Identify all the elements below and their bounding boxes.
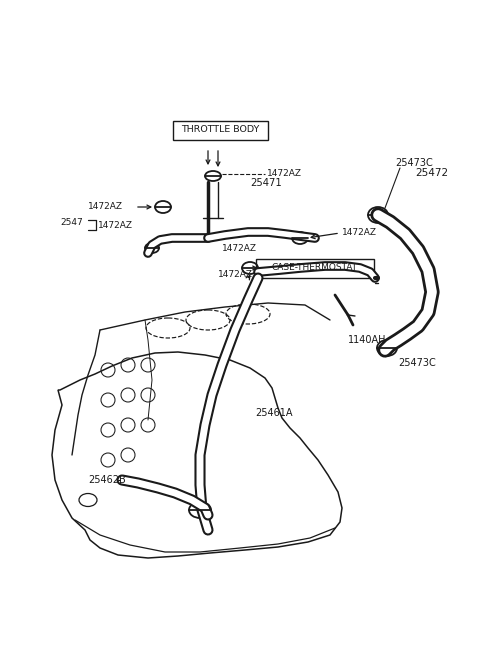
Text: 25461A: 25461A	[255, 408, 292, 418]
Text: 25473C: 25473C	[395, 158, 433, 168]
Text: 1472AZ: 1472AZ	[342, 228, 377, 237]
Text: 1472AZ: 1472AZ	[218, 270, 253, 279]
Text: 25462B: 25462B	[88, 475, 126, 485]
Text: 1472AZ: 1472AZ	[88, 202, 123, 211]
Text: 1140AH: 1140AH	[348, 335, 386, 345]
Text: 1472AZ: 1472AZ	[267, 169, 302, 178]
Text: CASE-THERMOSTAT: CASE-THERMOSTAT	[272, 263, 358, 273]
Text: 25472: 25472	[415, 168, 448, 178]
Text: THROTTLE BODY: THROTTLE BODY	[181, 125, 259, 135]
Text: 25471: 25471	[250, 178, 282, 188]
Text: 1472AZ: 1472AZ	[98, 221, 133, 230]
Text: 25473C: 25473C	[398, 358, 436, 368]
Text: 1472AZ: 1472AZ	[222, 244, 257, 253]
Text: 2547: 2547	[60, 218, 83, 227]
